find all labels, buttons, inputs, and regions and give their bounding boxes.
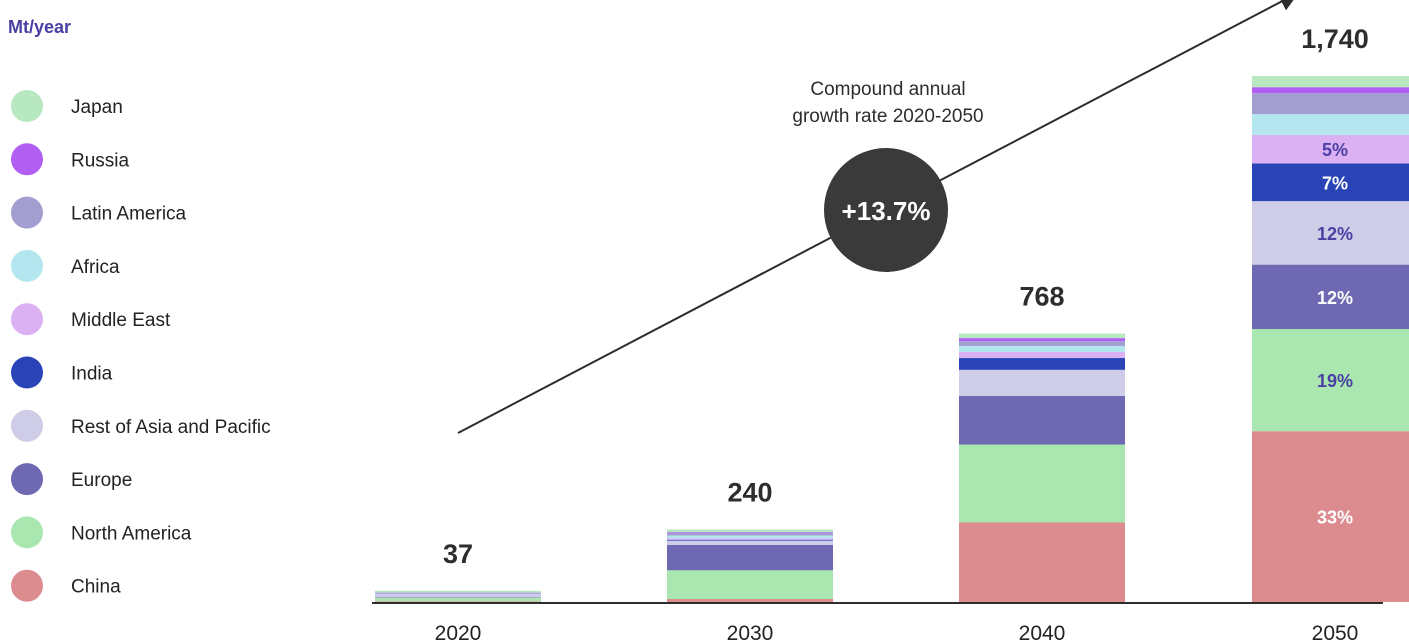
bar-segment-japan-2050 bbox=[1252, 76, 1409, 88]
bar-segment-europe-2030 bbox=[667, 544, 833, 571]
legend-label-china: China bbox=[71, 577, 121, 598]
bar-segment-africa-2040 bbox=[959, 345, 1125, 352]
bar-segment-russia-2050 bbox=[1252, 87, 1409, 94]
bar-segment-china-2020 bbox=[375, 601, 541, 602]
x-tick-2030: 2030 bbox=[727, 622, 774, 644]
bar-total-2040: 768 bbox=[1019, 282, 1064, 312]
x-tick-2050: 2050 bbox=[1312, 622, 1359, 644]
bar-segment-japan-2030 bbox=[667, 529, 833, 533]
bar-segment-japan-2020 bbox=[375, 590, 541, 593]
x-tick-2040: 2040 bbox=[1019, 622, 1066, 644]
legend-swatch-africa bbox=[11, 249, 43, 282]
bar-segment-europe-2050 bbox=[1252, 264, 1409, 330]
x-tick-2020: 2020 bbox=[435, 622, 482, 644]
bar-segment-russia-2030 bbox=[667, 532, 833, 534]
bar-segment-india-2040 bbox=[959, 358, 1125, 370]
cagr-annotation: Compound annual growth rate 2020-2050 +1… bbox=[457, 0, 1300, 434]
bar-total-2050: 1,740 bbox=[1301, 24, 1369, 54]
legend-swatch-rest-of-asia-and-pacific bbox=[11, 409, 43, 442]
bar-segment-middle-east-2050 bbox=[1252, 134, 1409, 164]
legend-swatch-north-america bbox=[11, 516, 43, 549]
bar-segment-india-2050 bbox=[1252, 163, 1409, 202]
bar-segment-china-2030 bbox=[667, 598, 833, 602]
bar-segment-africa-2030 bbox=[667, 535, 833, 539]
legend-swatch-china bbox=[11, 569, 43, 602]
cagr-caption-line2: growth rate 2020-2050 bbox=[792, 106, 983, 127]
segment-label-india-2050: 7% bbox=[1322, 173, 1348, 193]
bar-segment-north-america-2020 bbox=[375, 597, 541, 602]
bar-segment-north-america-2040 bbox=[959, 444, 1125, 523]
segment-label-middle-east-2050: 5% bbox=[1322, 140, 1348, 160]
bar-segment-latin-america-2050 bbox=[1252, 93, 1409, 115]
bars: 33% 19% 12% 12% 7% 5% bbox=[375, 76, 1409, 602]
legend-label-india: India bbox=[71, 364, 113, 385]
segment-label-rest-of-asia-and-pacific-2050: 12% bbox=[1317, 224, 1353, 244]
legend-label-russia: Russia bbox=[71, 150, 130, 171]
bar-segment-africa-2050 bbox=[1252, 114, 1409, 135]
bar-segment-china-2040 bbox=[959, 522, 1125, 602]
legend-swatch-japan bbox=[11, 90, 43, 122]
legend-swatch-india bbox=[11, 356, 43, 389]
legend-label-africa: Africa bbox=[71, 257, 120, 278]
legend-swatch-middle-east bbox=[11, 303, 43, 336]
bar-segment-latin-america-2030 bbox=[667, 533, 833, 536]
bar-segment-europe-2020 bbox=[375, 597, 541, 598]
unit-label: Mt/year bbox=[8, 17, 71, 37]
legend-swatch-latin-america bbox=[11, 196, 43, 229]
legend-label-europe: Europe bbox=[71, 470, 132, 491]
bar-segment-middle-east-2020 bbox=[375, 594, 541, 596]
bar-segment-rest-of-asia-and-pacific-2030 bbox=[667, 540, 833, 545]
legend-swatch-russia bbox=[11, 143, 43, 176]
bar-segment-rest-of-asia-and-pacific-2040 bbox=[959, 369, 1125, 396]
cagr-caption-line1: Compound annual bbox=[810, 79, 965, 100]
cagr-value: +13.7% bbox=[842, 196, 931, 226]
bar-segment-china-2050 bbox=[1252, 431, 1409, 602]
segment-label-china-2050: 33% bbox=[1317, 508, 1353, 528]
legend-label-north-america: North America bbox=[71, 523, 192, 544]
bar-segment-north-america-2030 bbox=[667, 570, 833, 599]
bar-segment-africa-2020 bbox=[375, 593, 541, 595]
segment-label-europe-2050: 12% bbox=[1317, 288, 1353, 308]
legend-label-rest-of-asia-and-pacific: Rest of Asia and Pacific bbox=[71, 417, 271, 438]
bar-total-2030: 240 bbox=[727, 477, 772, 507]
legend-label-middle-east: Middle East bbox=[71, 310, 171, 331]
legend-label-japan: Japan bbox=[71, 97, 123, 118]
bar-segment-latin-america-2040 bbox=[959, 341, 1125, 346]
legend-swatch-europe bbox=[11, 463, 43, 496]
legend: Japan Russia Latin America Africa Middle Eas… bbox=[11, 90, 271, 602]
bar-totals: 37 240 768 1,740 bbox=[443, 24, 1369, 569]
cagr-badge bbox=[824, 148, 948, 272]
bar-segment-latin-america-2020 bbox=[375, 592, 541, 594]
bar-segment-russia-2040 bbox=[959, 338, 1125, 342]
legend-label-latin-america: Latin America bbox=[71, 204, 187, 225]
bar-segment-europe-2040 bbox=[959, 395, 1125, 445]
bar-total-2020: 37 bbox=[443, 539, 473, 569]
segment-label-north-america-2050: 19% bbox=[1317, 371, 1353, 391]
bar-segment-india-2030 bbox=[667, 539, 833, 541]
bar-segment-rest-of-asia-and-pacific-2020 bbox=[375, 595, 541, 598]
x-axis-ticks: 2020 2030 2040 2050 bbox=[435, 622, 1359, 644]
bar-segment-middle-east-2040 bbox=[959, 351, 1125, 359]
bar-segment-rest-of-asia-and-pacific-2050 bbox=[1252, 201, 1409, 265]
bar-segment-middle-east-2030 bbox=[667, 538, 833, 540]
bar-segment-japan-2040 bbox=[959, 333, 1125, 339]
bar-segment-north-america-2050 bbox=[1252, 329, 1409, 432]
